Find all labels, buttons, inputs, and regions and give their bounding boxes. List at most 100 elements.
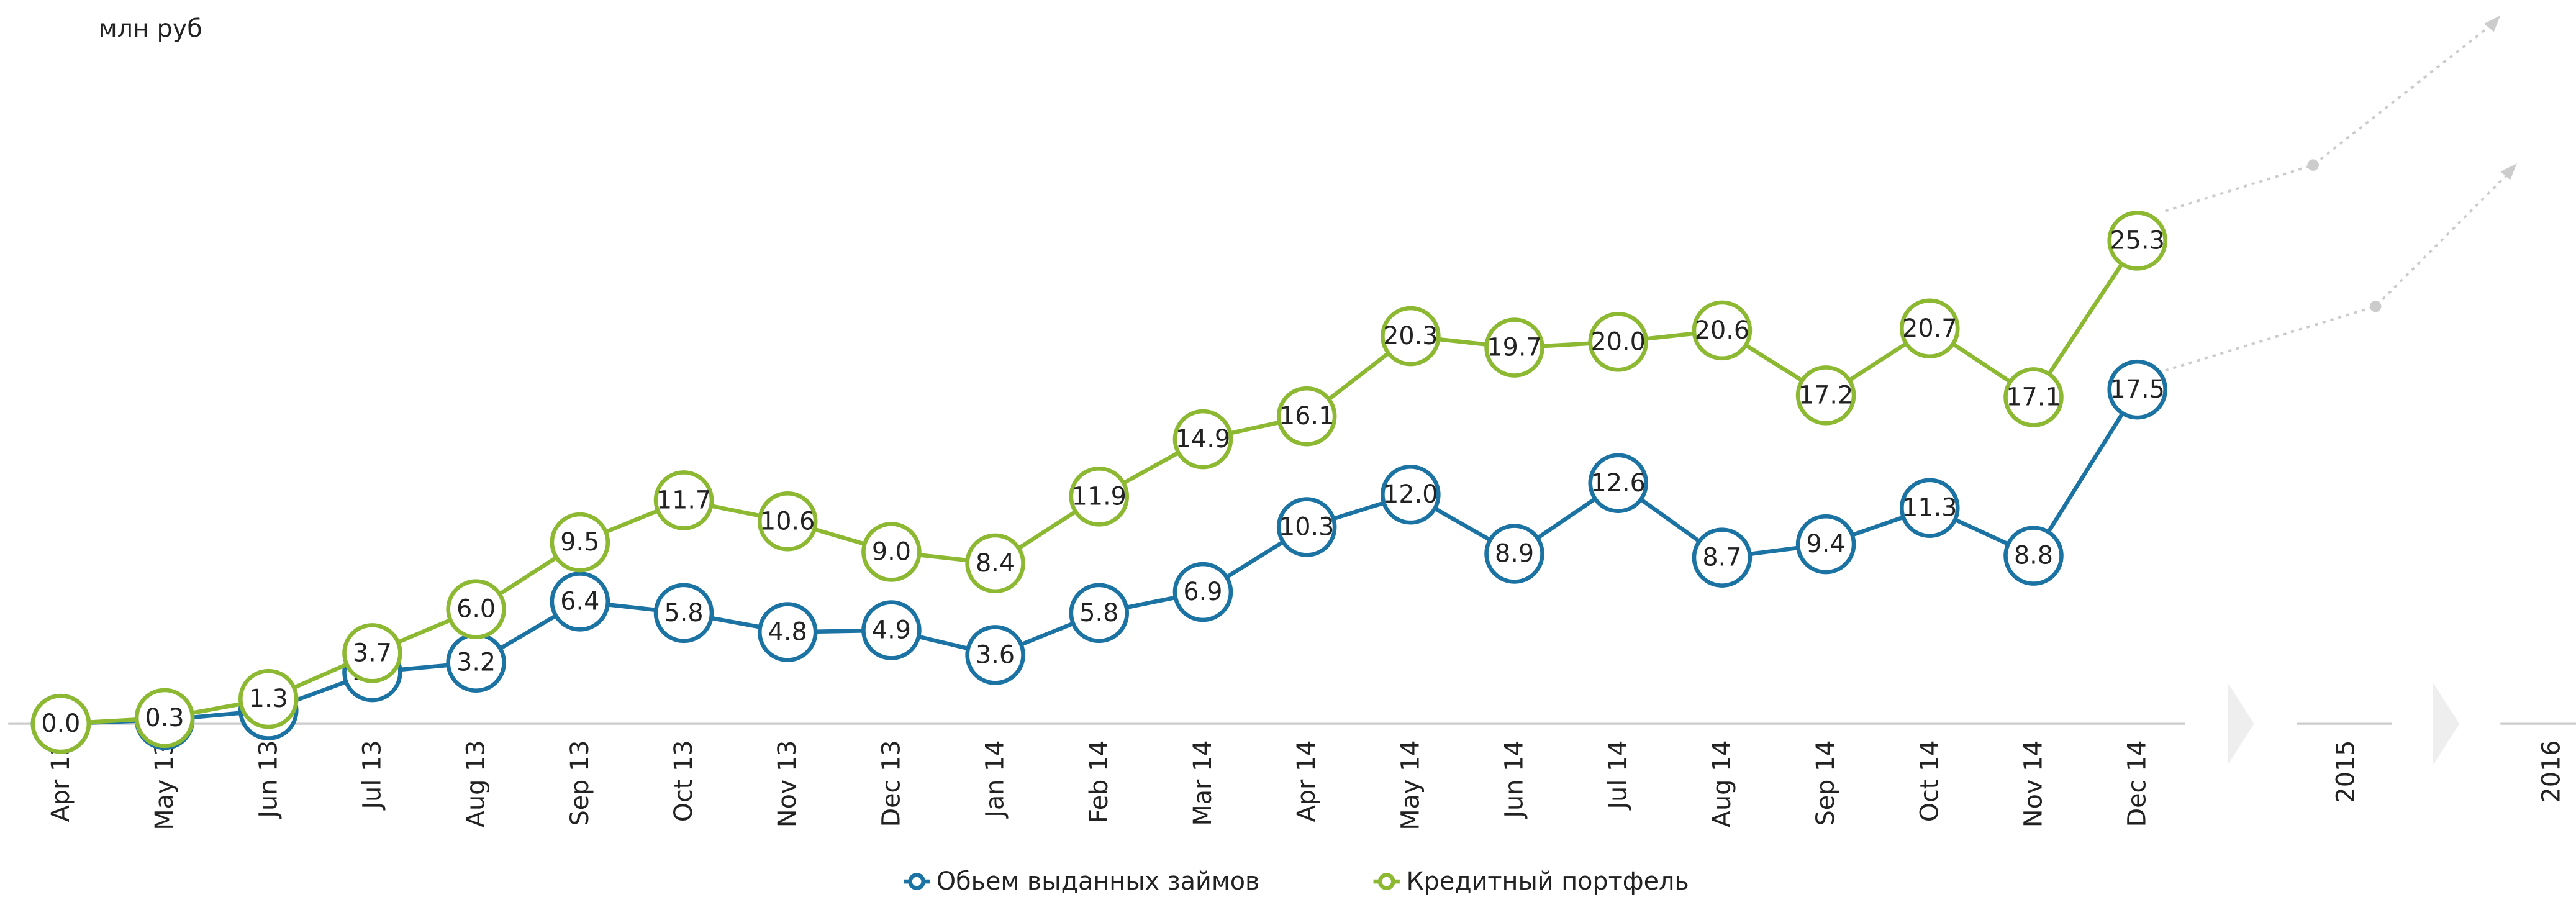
- x-tick-label: May 14: [1396, 740, 1425, 831]
- data-label: 8.9: [1495, 540, 1534, 568]
- data-label: 9.4: [1807, 530, 1846, 558]
- x-tick-label: 2015: [2332, 740, 2361, 803]
- x-tick-label: Jun 14: [1500, 740, 1529, 820]
- x-tick-label: Oct 14: [1915, 740, 1944, 822]
- point: [1276, 386, 1337, 447]
- forecast-dot: [2307, 159, 2319, 171]
- data-label: 17.2: [1798, 381, 1853, 409]
- data-label: 3.7: [353, 639, 392, 667]
- x-tick-label: Apr 14: [1292, 740, 1321, 822]
- unit-label: млн руб: [99, 14, 202, 43]
- x-tick-label: Jul 13: [358, 740, 386, 811]
- point: [446, 579, 506, 639]
- forecast-markers: [2307, 15, 2517, 312]
- point: [861, 522, 922, 582]
- point: [2107, 359, 2167, 420]
- point: [550, 571, 610, 632]
- point: [653, 470, 714, 530]
- point: [1795, 365, 1856, 426]
- data-label: 6.9: [1183, 578, 1222, 606]
- data-label: 6.4: [560, 587, 599, 616]
- point: [30, 693, 91, 754]
- data-label: 9.0: [872, 537, 911, 566]
- data-label: 10.6: [760, 507, 815, 535]
- x-tick-label: Nov 13: [773, 740, 802, 828]
- series: 0.0 0.3 1.3 3.7 6.0 9.5 11.7 10.6 9.0 8.4 11.9 14.9…: [30, 211, 2167, 754]
- chevron: [2433, 682, 2460, 765]
- point: [1381, 464, 1441, 525]
- data-label: 8.8: [2014, 542, 2053, 570]
- point: [134, 688, 195, 749]
- point: [653, 583, 714, 644]
- data-label: 20.6: [1695, 316, 1749, 345]
- data-label: 16.1: [1279, 402, 1334, 430]
- point: [1172, 409, 1233, 470]
- data-label: 3.6: [976, 640, 1015, 669]
- x-tick-label: Mar 14: [1189, 740, 1217, 826]
- data-label: 12.0: [1383, 480, 1438, 509]
- point: [238, 668, 299, 729]
- x-tick-label: Nov 14: [2019, 740, 2048, 828]
- data-label: 19.7: [1487, 334, 1541, 362]
- x-tick-label: Jul 14: [1604, 740, 1633, 811]
- point: [965, 533, 1025, 594]
- data-label: 8.7: [1702, 544, 1741, 572]
- x-tick-label: Oct 13: [669, 740, 698, 822]
- x-tick-label: Aug 14: [1708, 740, 1736, 828]
- data-label: 8.4: [976, 549, 1015, 578]
- point: [342, 623, 402, 683]
- point: [1692, 300, 1753, 361]
- point: [1484, 317, 1544, 378]
- point: [757, 491, 818, 552]
- x-tick-label: Dec 14: [2123, 740, 2152, 827]
- point: [1588, 312, 1649, 372]
- x-tick-label: 2016: [2537, 740, 2565, 803]
- x-tick-label: Jun 13: [254, 740, 283, 820]
- forecast-line: [2165, 19, 2498, 212]
- point: [2107, 211, 2167, 271]
- point: [1588, 453, 1649, 514]
- point: [2003, 367, 2064, 427]
- data-label: 25.3: [2110, 226, 2165, 255]
- data-label: 5.8: [664, 599, 703, 627]
- x-tick-label: Aug 13: [462, 740, 491, 828]
- data-label: 4.8: [768, 618, 807, 647]
- x-tick-label: Feb 14: [1085, 740, 1113, 823]
- point: [1900, 298, 1960, 359]
- data-label: 1.3: [249, 685, 288, 713]
- legend-label: Кредитный портфель: [1406, 867, 1689, 896]
- point: [757, 602, 818, 662]
- data-label: 20.0: [1591, 327, 1646, 356]
- data-label: 0.0: [41, 709, 80, 738]
- data-label: 14.9: [1176, 425, 1230, 453]
- x-tick-label: Sep 14: [1812, 740, 1840, 826]
- legend-marker: [1377, 873, 1395, 890]
- data-label: 17.1: [2006, 383, 2061, 411]
- x-tick-label: Jan 14: [981, 740, 1010, 819]
- data-label: 9.5: [560, 528, 599, 557]
- data-label: 20.3: [1383, 322, 1438, 350]
- point: [1172, 562, 1233, 622]
- x-tick-label: May 13: [150, 740, 179, 831]
- point: [1795, 514, 1856, 575]
- data-label: 12.6: [1591, 469, 1646, 498]
- x-tick-label: Apr 13: [47, 740, 75, 822]
- x-axis: [8, 682, 2576, 765]
- legend-marker: [908, 873, 926, 890]
- data-label: 20.7: [1902, 314, 1957, 343]
- point: [861, 600, 922, 660]
- data-label: 6.0: [456, 595, 496, 624]
- data-label: 5.8: [1079, 599, 1118, 627]
- point: [1276, 497, 1337, 557]
- series: 0.00.20.72.73.26.45.84.84.93.65.86.910.3…: [30, 359, 2167, 754]
- forecast-lines: [2165, 19, 2515, 372]
- point: [2003, 526, 2064, 586]
- data-label: 11.7: [656, 486, 711, 514]
- data-label: 4.9: [872, 616, 911, 644]
- data-label: 17.5: [2110, 375, 2165, 404]
- x-tick-label: Sep 13: [566, 740, 594, 826]
- data-label: 0.3: [145, 704, 184, 732]
- arrow-head: [2500, 163, 2517, 180]
- data-label: 11.9: [1072, 482, 1127, 511]
